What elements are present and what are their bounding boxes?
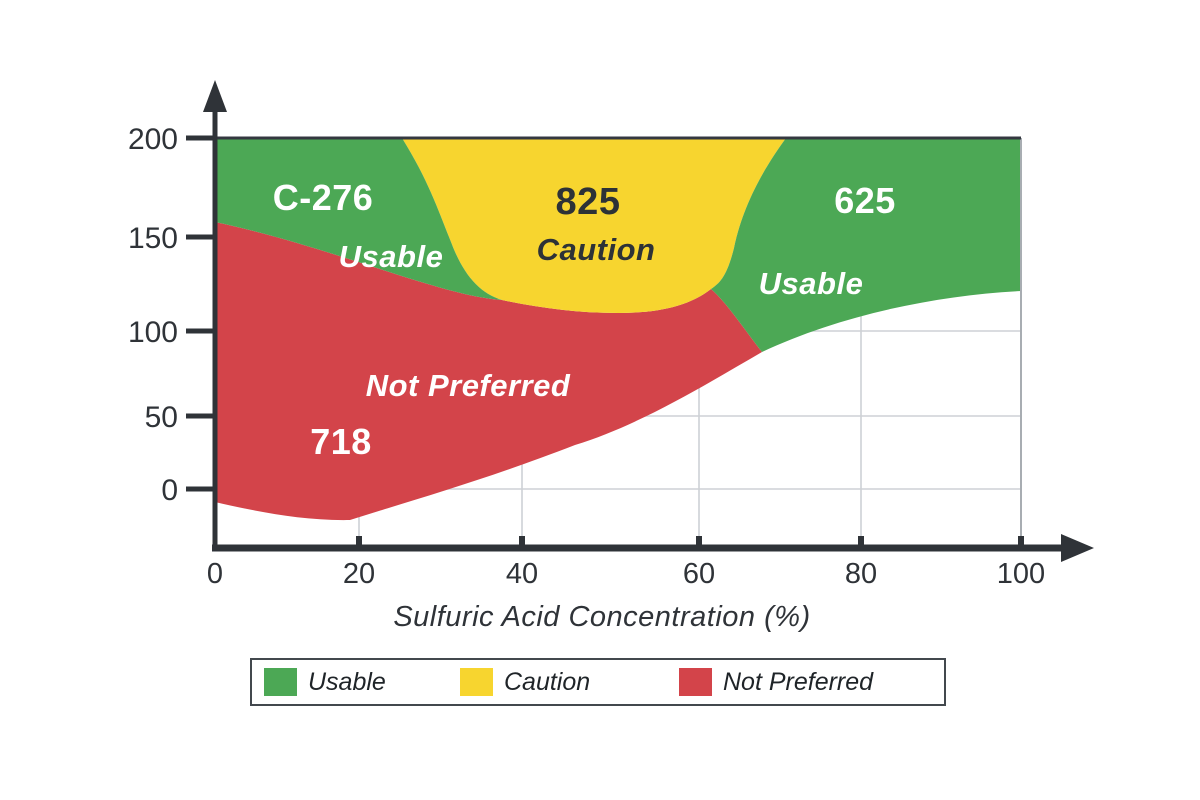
region-usable-c276 xyxy=(215,138,502,300)
x-tick-label-60: 60 xyxy=(683,558,715,590)
legend-item-not-preferred: Not Preferred xyxy=(679,660,873,704)
caution-color-swatch xyxy=(460,668,493,696)
x-axis xyxy=(212,534,1094,562)
y-tick-label-100: 100 xyxy=(128,316,178,349)
y-tick-label-50: 50 xyxy=(145,401,178,434)
legend-swatch-not-preferred xyxy=(679,668,712,696)
label-status-not-preferred: Not Preferred xyxy=(366,368,571,403)
region-caution-825 xyxy=(402,138,786,313)
x-tick-label-20: 20 xyxy=(343,558,375,590)
label-status-caution: Caution xyxy=(537,232,656,267)
y-axis xyxy=(186,80,227,551)
x-axis-title: Sulfuric Acid Concentration (%) xyxy=(393,601,810,633)
legend-label-usable: Usable xyxy=(308,667,386,696)
label-status-usable-right: Usable xyxy=(759,266,864,301)
legend-label-not-preferred: Not Preferred xyxy=(723,667,874,696)
region-not-preferred-718 xyxy=(215,222,762,521)
x-tick-label-40: 40 xyxy=(506,558,538,590)
y-tick-label-0: 0 xyxy=(161,474,178,507)
y-tick-label-200: 200 xyxy=(128,123,178,156)
legend-item-usable: Usable xyxy=(264,660,386,704)
legend-label-caution: Caution xyxy=(504,667,591,696)
x-tick-label-0: 0 xyxy=(207,558,223,590)
legend-swatch-caution xyxy=(460,668,493,696)
x-axis-arrow-icon xyxy=(1061,534,1094,562)
label-alloy-625: 625 xyxy=(834,180,896,221)
x-tick-label-100: 100 xyxy=(997,558,1045,590)
y-tick-label-150: 150 xyxy=(128,222,178,255)
y-axis-arrow-icon xyxy=(203,80,227,112)
x-tick-label-80: 80 xyxy=(845,558,877,590)
usable-color-swatch xyxy=(264,668,297,696)
label-alloy-c276: C-276 xyxy=(273,177,374,218)
label-alloy-825: 825 xyxy=(556,181,621,223)
label-alloy-718: 718 xyxy=(310,421,372,462)
region-usable-625 xyxy=(711,138,1021,352)
not-preferred-color-swatch xyxy=(679,668,712,696)
legend-swatch-usable xyxy=(264,668,297,696)
legend-item-caution: Caution xyxy=(460,660,590,704)
label-status-usable-left: Usable xyxy=(339,239,444,274)
legend: Usable Caution Not Preferred xyxy=(250,658,946,706)
